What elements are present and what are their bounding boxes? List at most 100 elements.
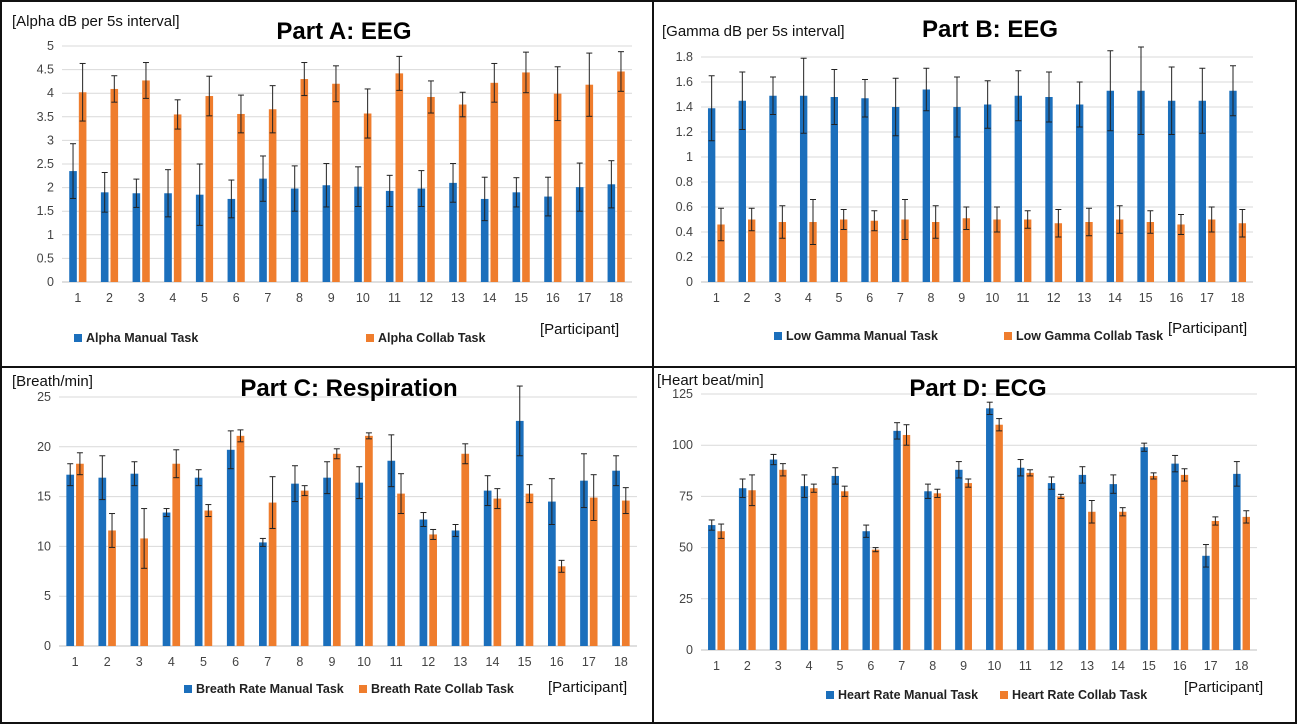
bar-collab [553, 93, 562, 282]
y-axis-label: [Breath/min] [12, 373, 93, 390]
x-tick-label: 15 [1139, 291, 1153, 305]
bar-manual [323, 477, 331, 646]
x-tick-label: 9 [960, 659, 967, 673]
bar-manual [417, 188, 426, 282]
x-tick-label: 4 [169, 291, 176, 305]
x-tick-label: 13 [453, 655, 467, 669]
legend-swatch [184, 685, 192, 693]
bar-manual [769, 95, 777, 282]
bar-manual [580, 480, 588, 646]
x-tick-label: 7 [897, 291, 904, 305]
bar-collab [748, 490, 756, 650]
x-tick-label: 15 [518, 655, 532, 669]
bar-collab [300, 490, 309, 646]
bar-manual [1198, 100, 1206, 282]
bar-manual [291, 483, 299, 646]
x-tick-label: 13 [1080, 659, 1094, 673]
bar-manual [986, 408, 994, 650]
bar-manual [164, 193, 172, 282]
bar-collab [522, 72, 530, 282]
bar-collab [236, 435, 245, 646]
bar-collab [717, 224, 725, 282]
x-tick-label: 11 [1019, 659, 1032, 673]
bar-manual [1229, 90, 1237, 282]
x-tick-label: 6 [866, 291, 873, 305]
y-axis-label: [Gamma dB per 5s interval] [662, 23, 845, 40]
bar-manual [130, 473, 139, 646]
bar-manual [1106, 90, 1114, 282]
x-tick-label: 2 [744, 659, 751, 673]
bar-collab [1054, 223, 1063, 282]
legend-label: Breath Rate Collab Task [371, 682, 514, 696]
bar-collab [964, 483, 972, 650]
bar-collab [779, 469, 787, 650]
bar-manual [1171, 463, 1179, 650]
bar-collab [748, 219, 756, 282]
bar-collab [490, 82, 499, 282]
bar-collab [237, 113, 245, 282]
bar-collab [871, 549, 880, 650]
y-tick-label: 0.6 [676, 200, 693, 214]
bar-collab [841, 491, 849, 650]
x-tick-label: 12 [419, 291, 433, 305]
legend-swatch [74, 334, 82, 342]
chart-title: Part C: Respiration [240, 375, 457, 402]
bar-manual [1167, 100, 1176, 282]
legend-label: Alpha Manual Task [86, 331, 198, 345]
bar-collab [332, 83, 340, 282]
y-tick-label: 25 [679, 592, 693, 606]
x-tick-label: 10 [357, 655, 371, 669]
y-tick-label: 1 [47, 228, 54, 242]
bar-manual [259, 542, 267, 646]
x-axis-label: [Participant] [1168, 320, 1247, 337]
bar-collab [205, 96, 214, 282]
legend-label: Breath Rate Manual Task [196, 682, 344, 696]
bar-collab [1024, 219, 1032, 282]
x-tick-label: 7 [264, 291, 271, 305]
bar-collab [932, 222, 940, 282]
bar-collab [429, 534, 437, 646]
y-axis-label: [Heart beat/min] [657, 372, 764, 389]
y-tick-label: 4.5 [37, 63, 54, 77]
x-tick-label: 5 [200, 655, 207, 669]
bar-collab [1177, 224, 1185, 282]
x-axis-label: [Participant] [548, 679, 627, 696]
y-tick-label: 100 [672, 438, 693, 452]
bar-collab [778, 222, 787, 282]
bar-manual [1233, 473, 1241, 650]
bar-collab [140, 538, 148, 646]
legend-label: Heart Rate Collab Task [1012, 688, 1147, 702]
bar-collab [621, 500, 630, 646]
bar-manual [449, 182, 457, 282]
bar-collab [840, 219, 848, 282]
y-tick-label: 1.4 [676, 100, 693, 114]
bar-collab [962, 218, 971, 282]
x-tick-label: 18 [1235, 659, 1249, 673]
bar-collab [427, 96, 435, 282]
bar-manual [861, 98, 869, 282]
bar-manual [1109, 484, 1117, 650]
bar-manual [354, 186, 362, 282]
y-tick-label: 1.8 [676, 50, 693, 64]
legend-label: Alpha Collab Task [378, 331, 485, 345]
bar-manual [738, 488, 747, 650]
x-tick-label: 8 [296, 655, 303, 669]
y-tick-label: 5 [47, 39, 54, 53]
y-tick-label: 125 [672, 387, 693, 401]
bar-collab [1180, 474, 1189, 650]
bar-collab [1146, 222, 1155, 282]
x-tick-label: 2 [104, 655, 111, 669]
x-axis-label: [Participant] [540, 321, 619, 338]
bar-collab [1026, 472, 1034, 650]
x-tick-label: 9 [328, 291, 335, 305]
x-tick-label: 16 [550, 655, 564, 669]
bar-collab [332, 453, 341, 646]
x-tick-label: 10 [985, 291, 999, 305]
x-tick-label: 1 [72, 655, 79, 669]
y-tick-label: 4 [47, 86, 54, 100]
x-tick-label: 16 [1169, 291, 1183, 305]
x-tick-label: 4 [806, 659, 813, 673]
y-tick-label: 0.4 [676, 225, 693, 239]
bar-collab [995, 424, 1003, 650]
